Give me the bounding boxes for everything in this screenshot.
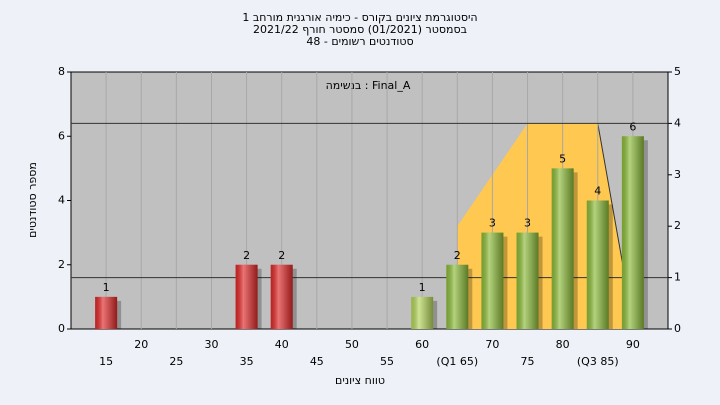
y2-tick-label: 1 (674, 271, 681, 284)
x-tick-label: 45 (310, 355, 324, 368)
bar-shade (586, 200, 609, 329)
bar-shade (235, 264, 258, 329)
y2-tick-label: 2 (674, 219, 681, 232)
value-label: 2 (243, 249, 250, 262)
x-tick-label: 80 (556, 338, 570, 351)
y-tick-label: 0 (58, 322, 65, 335)
x-tick-label: (Q3 85) (577, 355, 619, 368)
x-tick-label: 50 (345, 338, 359, 351)
title-line: סטודנטים רשומים - 48 (306, 35, 413, 48)
value-label: 3 (524, 217, 531, 230)
x-tick-label: 55 (380, 355, 394, 368)
y-axis-label: מספר סטודנטים (26, 162, 39, 238)
bar-shade (270, 264, 293, 329)
x-tick-label: 15 (99, 355, 113, 368)
value-label: 2 (454, 249, 461, 262)
y-tick-label: 2 (58, 258, 65, 271)
x-axis-label: טווח ציונים (335, 374, 385, 387)
bar-shade (481, 232, 504, 329)
x-tick-label: 60 (415, 338, 429, 351)
x-tick-label: 20 (134, 338, 148, 351)
title-line: היסטוגרמת ציונים בקורס - כימיה אורגנית מ… (242, 11, 477, 24)
x-tick-label: 70 (485, 338, 499, 351)
bar-shade (446, 264, 469, 329)
bar-shade (516, 232, 539, 329)
x-tick-label: 25 (169, 355, 183, 368)
y-tick-label: 8 (58, 65, 65, 78)
bar-shade (621, 136, 644, 329)
x-tick-label: 40 (275, 338, 289, 351)
value-label: 1 (103, 281, 110, 294)
bar-shade (95, 296, 118, 329)
x-tick-label: 35 (240, 355, 254, 368)
value-label: 2 (278, 249, 285, 262)
x-tick-label: (Q1 65) (436, 355, 478, 368)
y2-tick-label: 4 (674, 116, 681, 129)
x-tick-label: 75 (521, 355, 535, 368)
x-tick-label: 90 (626, 338, 640, 351)
y-tick-label: 6 (58, 129, 65, 142)
x-tick-label: 30 (204, 338, 218, 351)
value-label: 6 (629, 120, 636, 133)
value-label: 3 (489, 217, 496, 230)
title-line: בסמסטר (01/2021) סמסטר חורף 2021/22 (253, 23, 467, 36)
bar-shade (551, 168, 574, 329)
value-label: 4 (594, 185, 601, 198)
bar-shade (411, 296, 434, 329)
y2-tick-label: 0 (674, 322, 681, 335)
annotation: בנשימה : Final_A (326, 79, 411, 92)
value-label: 5 (559, 152, 566, 165)
area-edge (597, 123, 623, 263)
value-label: 1 (419, 281, 426, 294)
y2-tick-label: 3 (674, 168, 681, 181)
y2-tick-label: 5 (674, 65, 681, 78)
y-tick-label: 4 (58, 194, 65, 207)
